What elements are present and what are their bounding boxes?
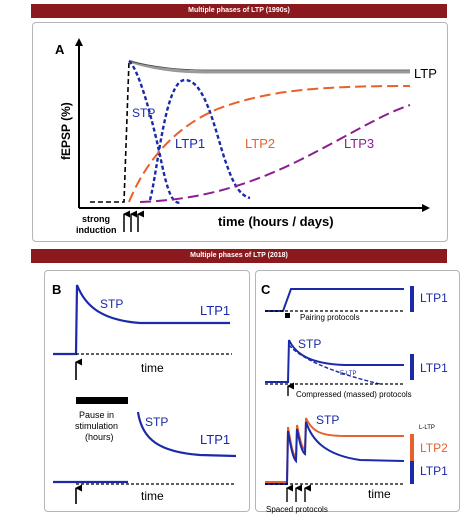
induction-label-1: strong <box>82 214 110 224</box>
spaced-time-label: time <box>368 487 391 501</box>
spaced-lltp-label: L-LTP <box>419 425 435 431</box>
compressed-ltp1-bar <box>410 354 414 380</box>
panel-b-letter: B <box>52 282 61 297</box>
panel-b-stp: STP <box>100 297 123 311</box>
compressed-eltp-label: E-LTP <box>340 371 357 377</box>
pause-label-1: Pause in <box>79 410 114 420</box>
spaced-ltp1-label: LTP1 <box>420 464 448 478</box>
ltp2-curve <box>128 85 411 203</box>
label-ltp2: LTP2 <box>245 136 275 151</box>
spaced-ltp2-trace <box>265 417 404 483</box>
label-stp: STP <box>132 106 155 120</box>
pairing-marker <box>285 313 290 318</box>
spaced-ltp2-label: LTP2 <box>420 441 448 455</box>
spaced-ltp1-trace <box>265 421 405 485</box>
compressed-eltp-trace <box>288 344 381 385</box>
ltp-curve <box>128 59 410 74</box>
label-ltp1: LTP1 <box>175 136 205 151</box>
spaced-stp-label: STP <box>316 413 339 427</box>
compressed-trace <box>265 339 404 383</box>
induction-label-2: induction <box>76 225 117 235</box>
stp-curve <box>128 60 181 205</box>
spaced-ltp1-bar <box>410 461 414 484</box>
pause-label-2: stimulation <box>75 421 118 431</box>
spaced-label: Spaced protocols <box>266 505 328 514</box>
panel-a-xlabel: time (hours / days) <box>218 214 334 229</box>
panel-b-trace-1 <box>53 284 230 356</box>
panel-c <box>255 270 460 512</box>
spaced-ltp2-bar <box>410 434 414 461</box>
panel-b-time-1: time <box>141 361 164 375</box>
panel-b-content: B STP LTP1 time Pause in stimulation (ho… <box>52 282 237 504</box>
pause-bar <box>76 397 128 404</box>
panel-a-letter: A <box>55 42 65 57</box>
panel-a <box>32 22 448 242</box>
panel-b-time-2: time <box>141 489 164 503</box>
ltp1-curve <box>148 78 251 201</box>
pause-label-3: (hours) <box>85 432 114 442</box>
pairing-ltp1-label: LTP1 <box>420 291 448 305</box>
panel-b-trace-2 <box>136 411 237 458</box>
ltp3-curve <box>139 104 411 203</box>
panel-a-content: A fEPSP (%) time (hours / days) strong i… <box>55 38 437 235</box>
compressed-ltp1-label: LTP1 <box>420 361 448 375</box>
ltp-curve-edge <box>128 60 410 71</box>
label-ltp3: LTP3 <box>344 136 374 151</box>
panel-b-stp-2: STP <box>145 415 168 429</box>
pairing-ltp1-bar <box>410 286 414 312</box>
panel-b-ltp1: LTP1 <box>200 303 230 318</box>
panel-a-ylabel: fEPSP (%) <box>59 102 73 160</box>
baseline-trace <box>90 60 130 203</box>
compressed-stp-label: STP <box>298 337 321 351</box>
panel-b <box>44 270 250 512</box>
panel-c-letter: C <box>261 282 271 297</box>
pairing-label: Pairing protocols <box>300 313 360 322</box>
panel-b-ltp1-2: LTP1 <box>200 432 230 447</box>
pairing-trace <box>265 288 404 312</box>
panel-c-content: C LTP1 Pairing protocols LTP1 STP E-LTP … <box>261 282 448 514</box>
banner-top: Multiple phases of LTP (1990s) <box>31 4 447 18</box>
label-ltp: LTP <box>414 66 437 81</box>
compressed-label: Compressed (massed) protocols <box>296 390 412 399</box>
banner-bottom: Multiple phases of LTP (2018) <box>31 249 447 263</box>
